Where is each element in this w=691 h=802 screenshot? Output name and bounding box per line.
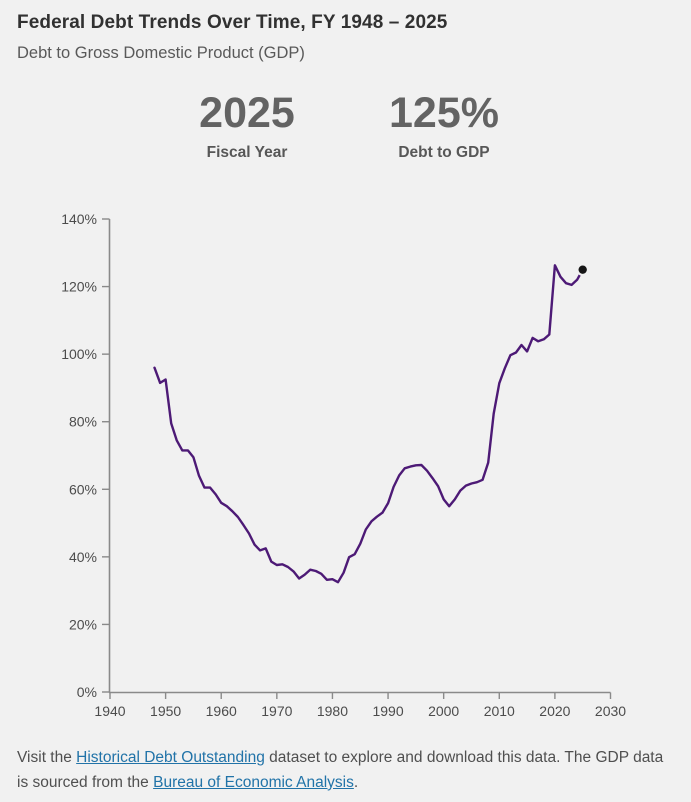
x-tick-label: 1960 [206, 703, 237, 719]
stats-row: 2025 Fiscal Year 125% Debt to GDP [0, 92, 691, 162]
fiscal-year-value: 2025 [199, 89, 295, 137]
debt-to-gdp-line-chart: 0% 20% 40% 60% 80% 100% 120% 140% 1940 1950 1960 19… [0, 196, 691, 741]
y-tick-label: 140% [61, 211, 97, 227]
y-tick-label: 40% [69, 549, 97, 565]
x-tick-label: 1990 [372, 703, 403, 719]
y-tick-label: 0% [77, 684, 97, 700]
x-tick-label: 1940 [94, 703, 125, 719]
bureau-of-economic-analysis-link[interactable]: Bureau of Economic Analysis [153, 773, 354, 791]
x-tick-label: 1950 [150, 703, 181, 719]
footer-text: . [353, 773, 359, 791]
page-subtitle: Debt to Gross Domestic Product (GDP) [17, 44, 305, 62]
page-title: Federal Debt Trends Over Time, FY 1948 –… [17, 12, 448, 33]
x-tick-label: 2010 [484, 703, 515, 719]
y-tick-label: 60% [69, 481, 97, 497]
x-tick-label: 2020 [539, 703, 570, 719]
y-tick-label: 80% [69, 414, 97, 430]
x-tick-label: 1980 [317, 703, 348, 719]
debt-to-gdp-label: Debt to GDP [398, 144, 490, 161]
stat-debt-to-gdp: 125% Debt to GDP [344, 92, 544, 162]
debt-to-gdp-value: 125% [389, 89, 499, 137]
fiscal-year-label: Fiscal Year [206, 144, 288, 161]
y-tick-label: 100% [61, 346, 97, 362]
stat-fiscal-year: 2025 Fiscal Year [147, 92, 347, 162]
debt-to-gdp-series-line [153, 264, 584, 584]
y-tick-label: 120% [61, 279, 97, 295]
x-tick-label: 2030 [595, 703, 626, 719]
historical-debt-outstanding-link[interactable]: Historical Debt Outstanding [76, 749, 265, 766]
footer-note: Visit the Historical Debt Outstanding da… [17, 746, 677, 796]
x-tick-label: 2000 [428, 703, 459, 719]
y-tick-label: 20% [69, 616, 97, 632]
footer-text: Visit the [17, 749, 77, 766]
endpoint-dot [576, 263, 589, 276]
x-tick-label: 1970 [261, 703, 292, 719]
chart-canvas: 0% 20% 40% 60% 80% 100% 120% 140% 1940 1950 1960 19… [61, 211, 626, 719]
footer-text: dataset to explore and download this dat… [17, 749, 664, 791]
